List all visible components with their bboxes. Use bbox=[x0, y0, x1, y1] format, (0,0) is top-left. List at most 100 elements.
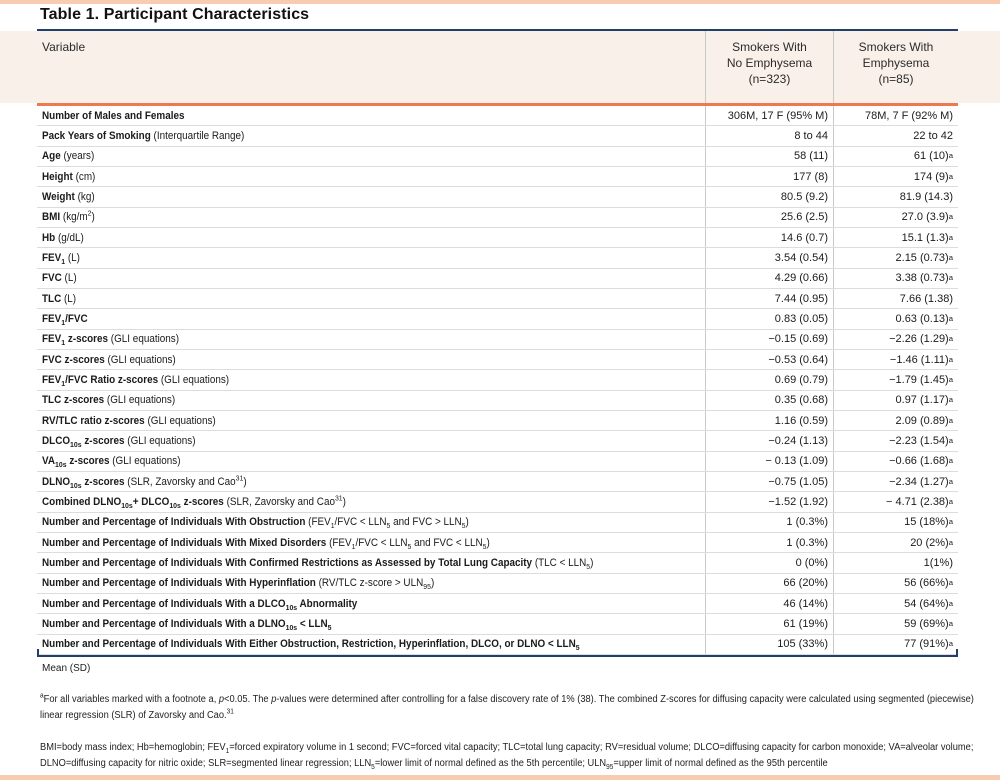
value-cell-no-emphysema: 0.35 (0.68) bbox=[705, 390, 833, 410]
rule-end-tick bbox=[956, 649, 958, 657]
table-row: Number and Percentage of Individuals Wit… bbox=[37, 634, 958, 655]
column-header-variable: Variable bbox=[42, 40, 86, 54]
variable-label: Weight (kg) bbox=[42, 190, 95, 203]
variable-cell: TLC (L) bbox=[37, 289, 705, 308]
table-row: TLC (L) 7.44 (0.95) 7.66 (1.38) bbox=[37, 288, 958, 310]
rule-end-tick bbox=[37, 649, 39, 657]
value-cell-emphysema: 81.9 (14.3) bbox=[833, 187, 958, 207]
variable-cell: RV/TLC ratio z-scores (GLI equations) bbox=[37, 411, 705, 430]
variable-label: Number of Males and Females bbox=[42, 109, 185, 122]
value-cell-emphysema: − 4.71 (2.38) a bbox=[833, 492, 958, 512]
value-cell-emphysema: 15 (18%) a bbox=[833, 512, 958, 532]
value-cell-no-emphysema: −0.75 (1.05) bbox=[705, 471, 833, 492]
table-row: BMI (kg/m2) 25.6 (2.5) 27.0 (3.9) a bbox=[37, 207, 958, 228]
mean-sd-note: Mean (SD) bbox=[42, 663, 91, 674]
column-header-no-emphysema: Smokers With No Emphysema (n=323) bbox=[705, 31, 833, 103]
value-cell-no-emphysema: 14.6 (0.7) bbox=[705, 227, 833, 248]
variable-cell: DLCO10s z-scores (GLI equations) bbox=[37, 431, 705, 450]
footnote-a: aFor all variables marked with a footnot… bbox=[40, 692, 974, 721]
variable-cell: Pack Years of Smoking (Interquartile Ran… bbox=[37, 126, 705, 145]
value-cell-emphysema: 2.15 (0.73) a bbox=[833, 248, 958, 268]
variable-cell: Hb (g/dL) bbox=[37, 228, 705, 247]
value-cell-emphysema: 7.66 (1.38) bbox=[833, 288, 958, 309]
table-row: TLC z-scores (GLI equations) 0.35 (0.68)… bbox=[37, 390, 958, 411]
variable-cell: TLC z-scores (GLI equations) bbox=[37, 391, 705, 410]
value-cell-no-emphysema: 46 (14%) bbox=[705, 593, 833, 614]
variable-cell: FEV1 z-scores (GLI equations) bbox=[37, 330, 705, 349]
table-row: Hb (g/dL) 14.6 (0.7) 15.1 (1.3) a bbox=[37, 227, 958, 249]
value-cell-emphysema: 2.09 (0.89) a bbox=[833, 410, 958, 431]
value-cell-no-emphysema: 0 (0%) bbox=[705, 553, 833, 573]
variable-label: FEV1 (L) bbox=[42, 251, 80, 267]
value-cell-no-emphysema: − 0.13 (1.09) bbox=[705, 451, 833, 471]
value-cell-no-emphysema: 0.69 (0.79) bbox=[705, 370, 833, 390]
value-cell-no-emphysema: 61 (19%) bbox=[705, 614, 833, 634]
variable-label: DLCO10s z-scores (GLI equations) bbox=[42, 434, 196, 450]
header-underline-rule bbox=[37, 103, 958, 106]
table-header-band: Variable Smokers With No Emphysema (n=32… bbox=[0, 31, 1000, 103]
table-row: Number and Percentage of Individuals Wit… bbox=[37, 512, 958, 533]
table-row: Height (cm) 177 (8) 174 (9) a bbox=[37, 166, 958, 188]
value-cell-emphysema: −1.46 (1.11) a bbox=[833, 349, 958, 370]
table-row: Number and Percentage of Individuals Wit… bbox=[37, 532, 958, 554]
table-row: FEV1/FVC Ratio z-scores (GLI equations) … bbox=[37, 370, 958, 391]
variable-cell: Number and Percentage of Individuals Wit… bbox=[37, 553, 705, 572]
variable-label: Hb (g/dL) bbox=[42, 231, 84, 244]
value-cell-emphysema: −2.26 (1.29) a bbox=[833, 329, 958, 349]
variable-cell: FEV1/FVC bbox=[37, 309, 705, 328]
value-cell-no-emphysema: 80.5 (9.2) bbox=[705, 187, 833, 207]
variable-label: VA10s z-scores (GLI equations) bbox=[42, 455, 181, 470]
bottom-accent-strip bbox=[0, 775, 1000, 780]
variable-cell: FVC z-scores (GLI equations) bbox=[37, 350, 705, 369]
variable-label: FEV1 z-scores (GLI equations) bbox=[42, 333, 180, 348]
variable-label: Number and Percentage of Individuals Wit… bbox=[42, 597, 358, 612]
value-cell-emphysema: 78M, 7 F (92% M) bbox=[833, 106, 958, 126]
variable-label: BMI (kg/m2) bbox=[42, 208, 95, 224]
variable-cell: Number and Percentage of Individuals Wit… bbox=[37, 614, 705, 633]
value-cell-emphysema: 1(1%) bbox=[833, 553, 958, 573]
table-row: FEV1/FVC 0.83 (0.05) 0.63 (0.13) a bbox=[37, 309, 958, 330]
value-cell-no-emphysema: 1.16 (0.59) bbox=[705, 410, 833, 431]
variable-cell: Number and Percentage of Individuals Wit… bbox=[37, 594, 705, 613]
value-cell-emphysema: 61 (10) a bbox=[833, 146, 958, 166]
value-cell-emphysema: 27.0 (3.9) a bbox=[833, 207, 958, 227]
value-cell-no-emphysema: −0.15 (0.69) bbox=[705, 329, 833, 349]
value-cell-emphysema: 59 (69%) a bbox=[833, 614, 958, 634]
table-header-row: Variable Smokers With No Emphysema (n=32… bbox=[37, 31, 958, 103]
value-cell-no-emphysema: 4.29 (0.66) bbox=[705, 268, 833, 288]
value-cell-emphysema: 54 (64%) a bbox=[833, 593, 958, 614]
value-cell-emphysema: 0.63 (0.13) a bbox=[833, 309, 958, 329]
variable-label: Number and Percentage of Individuals Wit… bbox=[42, 638, 580, 653]
variable-label: Number and Percentage of Individuals Wit… bbox=[42, 516, 469, 531]
table-row: FEV1 (L) 3.54 (0.54) 2.15 (0.73) a bbox=[37, 248, 958, 269]
value-cell-no-emphysema: 177 (8) bbox=[705, 166, 833, 187]
variable-label: RV/TLC ratio z-scores (GLI equations) bbox=[42, 414, 216, 427]
variable-label: Age (years) bbox=[42, 150, 95, 163]
table-row: FVC (L) 4.29 (0.66) 3.38 (0.73) a bbox=[37, 268, 958, 289]
variable-cell: VA10s z-scores (GLI equations) bbox=[37, 452, 705, 471]
variable-label: Pack Years of Smoking (Interquartile Ran… bbox=[42, 129, 245, 142]
value-cell-emphysema: 0.97 (1.17) a bbox=[833, 390, 958, 410]
table-body: Number of Males and Females 306M, 17 F (… bbox=[37, 106, 958, 655]
value-cell-emphysema: −0.66 (1.68) a bbox=[833, 451, 958, 471]
variable-cell: FEV1 (L) bbox=[37, 248, 705, 267]
variable-cell: Number and Percentage of Individuals Wit… bbox=[37, 635, 705, 654]
table-row: Number and Percentage of Individuals Wit… bbox=[37, 573, 958, 594]
variable-label: DLNO10s z-scores (SLR, Zavorsky and Cao3… bbox=[42, 472, 247, 490]
value-cell-no-emphysema: 1 (0.3%) bbox=[705, 532, 833, 553]
table-row: Combined DLNO10s+ DLCO10s z-scores (SLR,… bbox=[37, 492, 958, 513]
value-cell-emphysema: 20 (2%) a bbox=[833, 532, 958, 553]
value-cell-emphysema: 56 (66%) a bbox=[833, 573, 958, 593]
table-row: FEV1 z-scores (GLI equations) −0.15 (0.6… bbox=[37, 329, 958, 350]
table-row: Pack Years of Smoking (Interquartile Ran… bbox=[37, 126, 958, 147]
value-cell-emphysema: −2.23 (1.54) a bbox=[833, 431, 958, 451]
variable-label: TLC z-scores (GLI equations) bbox=[42, 394, 176, 407]
value-cell-emphysema: 77 (91%) a bbox=[833, 634, 958, 654]
table-row: RV/TLC ratio z-scores (GLI equations) 1.… bbox=[37, 410, 958, 432]
value-cell-no-emphysema: 3.54 (0.54) bbox=[705, 248, 833, 268]
variable-cell: Number and Percentage of Individuals Wit… bbox=[37, 513, 705, 532]
variable-cell: FEV1/FVC Ratio z-scores (GLI equations) bbox=[37, 370, 705, 389]
value-cell-emphysema: 174 (9) a bbox=[833, 166, 958, 187]
value-cell-no-emphysema: −1.52 (1.92) bbox=[705, 492, 833, 512]
